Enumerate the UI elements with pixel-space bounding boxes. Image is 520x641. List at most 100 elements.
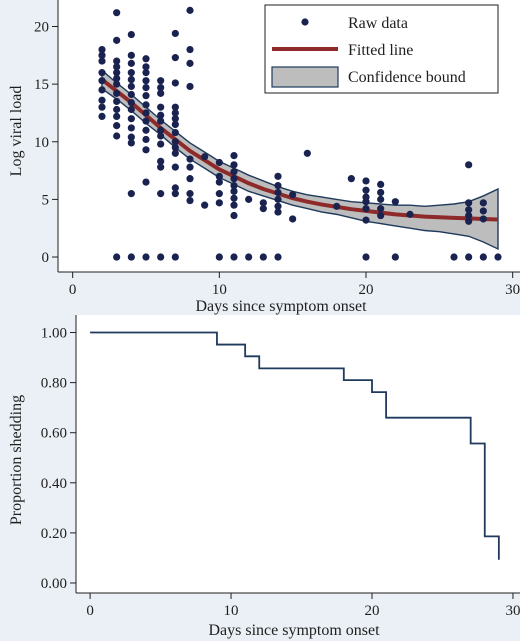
legend-label-fitted-line: Fitted line	[348, 42, 413, 59]
raw-data-point	[215, 172, 223, 180]
raw-data-point	[201, 153, 209, 161]
raw-data-point	[171, 138, 179, 146]
raw-data-point	[157, 157, 165, 165]
raw-data-point	[186, 175, 194, 183]
raw-data-point	[186, 45, 194, 54]
raw-data-point	[142, 83, 150, 92]
raw-data-point	[157, 89, 165, 97]
raw-data-point	[171, 29, 179, 38]
shedding-step-path	[90, 331, 500, 560]
viral-load-y-axis-label: Log viral load	[8, 86, 25, 177]
raw-data-point	[377, 180, 385, 189]
raw-data-point	[127, 69, 135, 77]
raw-data-point	[259, 253, 267, 261]
raw-data-point	[274, 181, 282, 190]
raw-data-point	[230, 211, 238, 220]
raw-data-point	[127, 75, 135, 84]
raw-data-point	[333, 202, 341, 210]
raw-data-point	[98, 77, 106, 85]
raw-data-point	[186, 59, 194, 67]
raw-data-point	[157, 111, 165, 119]
raw-data-point	[362, 198, 370, 206]
viral-load-y-tick-label: 5	[42, 192, 50, 208]
raw-data-point	[113, 97, 121, 106]
raw-data-point	[230, 168, 238, 176]
raw-data-point	[377, 205, 385, 213]
raw-data-point	[127, 51, 135, 59]
proportion-shedding-x-axis-label: Days since symptom onset	[208, 622, 380, 639]
raw-data-point	[171, 120, 179, 129]
raw-data-point	[274, 208, 282, 216]
raw-data-point	[113, 132, 121, 140]
viral-load-x-tick-label: 30	[505, 282, 520, 298]
raw-data-point	[450, 253, 458, 261]
raw-data-point	[186, 6, 194, 14]
raw-data-point	[479, 253, 487, 261]
raw-data-point	[113, 9, 121, 17]
raw-data-point	[274, 253, 282, 261]
raw-data-point	[259, 205, 267, 213]
raw-data-point	[113, 112, 121, 121]
proportion-shedding-y-tick-label: 0.00	[41, 576, 67, 592]
raw-data-point	[113, 105, 121, 114]
viral-load-x-tick-label: 20	[359, 282, 374, 298]
raw-data-point	[98, 51, 106, 59]
raw-data-point	[259, 199, 267, 207]
viral-load-y-tick-label: 0	[42, 250, 50, 266]
raw-data-point	[113, 80, 121, 88]
raw-data-point	[113, 253, 121, 261]
viral-load-x-tick-label: 0	[69, 282, 77, 298]
raw-data-point	[171, 190, 179, 198]
fitted-line	[100, 77, 499, 222]
raw-data-point	[157, 163, 165, 171]
fitted-line-path	[100, 77, 499, 222]
raw-data-point	[142, 253, 150, 261]
raw-data-point	[230, 151, 238, 160]
raw-data-point	[127, 253, 135, 261]
raw-data-point	[171, 79, 179, 87]
raw-data-point	[362, 216, 370, 224]
raw-data-point	[362, 253, 370, 261]
raw-data-point	[274, 195, 282, 203]
viral-load-x-tick-label: 10	[212, 282, 227, 298]
raw-data-point	[377, 211, 385, 220]
raw-data-point	[289, 215, 297, 223]
raw-data-point	[127, 124, 135, 132]
raw-data-point	[127, 82, 135, 91]
proportion-shedding-x-tick-label: 30	[505, 603, 520, 619]
raw-data-point	[157, 140, 165, 148]
legend-marker-raw-data	[301, 18, 309, 26]
raw-data-point	[157, 132, 165, 140]
raw-data-point	[127, 139, 135, 147]
raw-data-point	[377, 188, 385, 197]
raw-data-point	[127, 90, 135, 99]
raw-data-point	[186, 155, 194, 163]
raw-data-point	[230, 161, 238, 169]
proportion-shedding-y-tick-label: 0.40	[41, 476, 67, 492]
viral-load-y-tick-label: 20	[34, 20, 49, 36]
raw-data-point	[98, 45, 106, 54]
viral-load-y-tick-label: 10	[34, 135, 49, 151]
raw-data-point	[186, 196, 194, 205]
raw-data-point	[142, 178, 150, 186]
raw-data-point	[186, 82, 194, 91]
raw-data-point	[391, 253, 399, 261]
raw-data-point	[230, 194, 238, 202]
raw-data-point	[142, 135, 150, 144]
legend-label-raw-data: Raw data	[348, 15, 408, 32]
proportion-shedding-y-axis-label: Proportion shedding	[8, 395, 25, 525]
raw-data-point	[362, 177, 370, 185]
proportion-shedding-axes: 0 10 20 30 0.00 0.20 0.40 0.60 0.80 1.00	[41, 315, 520, 619]
raw-data-point	[113, 36, 121, 44]
raw-data-point	[465, 217, 473, 225]
proportion-shedding-plot-area	[76, 315, 520, 593]
proportion-shedding-y-tick-label: 0.80	[41, 376, 67, 392]
proportion-shedding-y-tick-label: 0.60	[41, 426, 67, 442]
raw-data-point	[113, 69, 121, 77]
raw-data-point	[157, 103, 165, 111]
raw-data-point	[186, 163, 194, 171]
raw-data-point	[171, 184, 179, 192]
raw-data-point	[465, 199, 473, 207]
raw-data-point	[142, 77, 150, 85]
